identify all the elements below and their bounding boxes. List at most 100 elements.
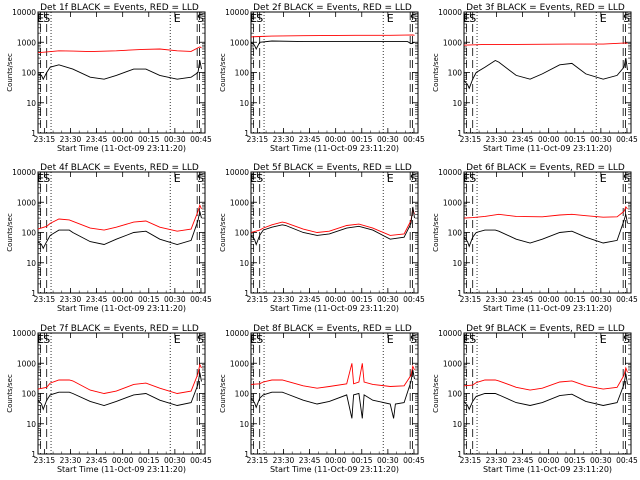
x-tick-label: 00:45 — [616, 456, 638, 465]
lld-series-line — [463, 366, 628, 391]
panel-4: Det 4f BLACK = Events, RED = LLD 1 10 100 10… — [6, 163, 212, 313]
x-tick-label: 23:15 — [460, 295, 482, 304]
panel-title: Det 2f BLACK = Events, RED = LLD — [253, 3, 412, 13]
axes-box — [37, 332, 206, 455]
y-tick-label: 1 — [457, 450, 462, 459]
y-tick-label: 100 — [448, 229, 463, 238]
boundary-marker: E — [37, 12, 44, 25]
x-axis-title: Start Time (11-Oct-09 23:11:20) — [270, 465, 399, 474]
x-tick-label: 23:15 — [34, 135, 56, 144]
y-tick-label: 100 — [235, 390, 250, 399]
x-tick-label: 23:15 — [247, 295, 269, 304]
y-tick-label: 10 — [239, 99, 249, 108]
x-tick-label: 00:15 — [351, 456, 373, 465]
x-tick-label: 00:00 — [538, 135, 560, 144]
y-axis-title: Counts/sec — [219, 213, 227, 252]
x-tick-label: 23:45 — [299, 135, 321, 144]
x-tick-label: 00:45 — [616, 295, 638, 304]
x-tick-label: 00:45 — [190, 456, 212, 465]
boundary-marker: E — [387, 12, 394, 25]
x-tick-label: 00:30 — [377, 135, 399, 144]
panel-5: Det 5f BLACK = Events, RED = LLD 1 10 100 10… — [219, 163, 425, 313]
y-tick-label: 10000 — [225, 8, 249, 17]
boundary-marker: S — [43, 12, 50, 25]
x-tick-label: 23:15 — [34, 456, 56, 465]
x-tick-label: 00:00 — [325, 135, 347, 144]
x-tick-label: 00:15 — [138, 135, 160, 144]
y-tick-label: 1000 — [230, 359, 249, 368]
x-tick-label: 00:45 — [190, 135, 212, 144]
boundary-marker: E — [463, 333, 470, 346]
y-tick-label: 1000 — [230, 38, 249, 47]
lld-series-line — [463, 206, 628, 219]
y-axis-title: Counts/sec — [6, 374, 14, 413]
boundary-marker: E — [600, 333, 607, 346]
axes-box — [250, 11, 419, 134]
events-series-line — [250, 369, 415, 419]
x-tick-label: 23:45 — [86, 456, 108, 465]
events-series-line — [463, 214, 628, 248]
x-tick-label: 23:45 — [86, 295, 108, 304]
y-tick-label: 10 — [452, 259, 462, 268]
x-tick-label: 00:15 — [564, 456, 586, 465]
panel-9: Det 9f BLACK = Events, RED = LLD 1 10 100 10… — [432, 324, 638, 474]
y-tick-label: 100 — [22, 69, 37, 78]
y-tick-label: 10 — [26, 259, 36, 268]
x-tick-label: 00:00 — [325, 295, 347, 304]
x-tick-label: 00:30 — [164, 295, 186, 304]
boundary-marker: S — [410, 12, 417, 25]
boundary-marker: E — [37, 172, 44, 185]
x-axis-title: Start Time (11-Oct-09 23:11:20) — [483, 144, 612, 153]
panel-3: Det 3f BLACK = Events, RED = LLD 1 10 100 10… — [432, 3, 638, 153]
boundary-marker: S — [256, 12, 263, 25]
x-tick-label: 00:45 — [403, 295, 425, 304]
x-tick-label: 23:15 — [460, 135, 482, 144]
boundary-marker: S — [43, 333, 50, 346]
y-tick-label: 1 — [244, 129, 249, 138]
x-tick-label: 00:00 — [325, 456, 347, 465]
panel-1: Det 1f BLACK = Events, RED = LLD 1 10 100 10… — [6, 3, 212, 153]
boundary-marker: E — [174, 333, 181, 346]
boundary-marker: S — [410, 333, 417, 346]
boundary-marker: E — [250, 172, 257, 185]
y-axis-title: Counts/sec — [432, 53, 440, 92]
y-tick-label: 1000 — [17, 359, 36, 368]
y-tick-label: 10000 — [225, 329, 249, 338]
panel-2: Det 2f BLACK = Events, RED = LLD 1 10 100 10… — [219, 3, 425, 153]
boundary-marker: E — [37, 333, 44, 346]
y-axis-title: Counts/sec — [432, 213, 440, 252]
y-tick-label: 10000 — [12, 329, 36, 338]
lld-series-line — [250, 208, 415, 236]
y-axis-title: Counts/sec — [219, 374, 227, 413]
x-tick-label: 23:45 — [512, 456, 534, 465]
y-tick-label: 1000 — [443, 198, 462, 207]
x-tick-label: 00:15 — [564, 295, 586, 304]
panel-title: Det 3f BLACK = Events, RED = LLD — [466, 3, 625, 13]
x-tick-label: 00:15 — [351, 295, 373, 304]
y-axis-title: Counts/sec — [6, 213, 14, 252]
x-tick-label: 00:45 — [190, 295, 212, 304]
x-tick-label: 23:45 — [512, 295, 534, 304]
axes-box — [37, 171, 206, 294]
x-tick-label: 00:30 — [377, 456, 399, 465]
y-tick-label: 100 — [235, 229, 250, 238]
x-tick-label: 00:00 — [538, 295, 560, 304]
boundary-marker: E — [250, 12, 257, 25]
axes-box — [463, 171, 632, 294]
y-tick-label: 10000 — [12, 168, 36, 177]
panel-7: Det 7f BLACK = Events, RED = LLD 1 10 100 10… — [6, 324, 212, 474]
boundary-marker: S — [469, 172, 476, 185]
x-axis-title: Start Time (11-Oct-09 23:11:20) — [57, 144, 186, 153]
y-tick-label: 10 — [239, 420, 249, 429]
x-tick-label: 23:30 — [60, 295, 82, 304]
boundary-marker: S — [197, 172, 204, 185]
boundary-marker: E — [600, 12, 607, 25]
y-tick-label: 1 — [244, 289, 249, 298]
lld-series-line — [250, 363, 415, 389]
x-tick-label: 23:15 — [247, 135, 269, 144]
events-series-line — [37, 211, 202, 250]
panel-8: Det 8f BLACK = Events, RED = LLD 1 10 100 10… — [219, 324, 425, 474]
y-axis-title: Counts/sec — [219, 53, 227, 92]
y-tick-label: 10 — [239, 259, 249, 268]
lld-series-line — [37, 203, 202, 232]
